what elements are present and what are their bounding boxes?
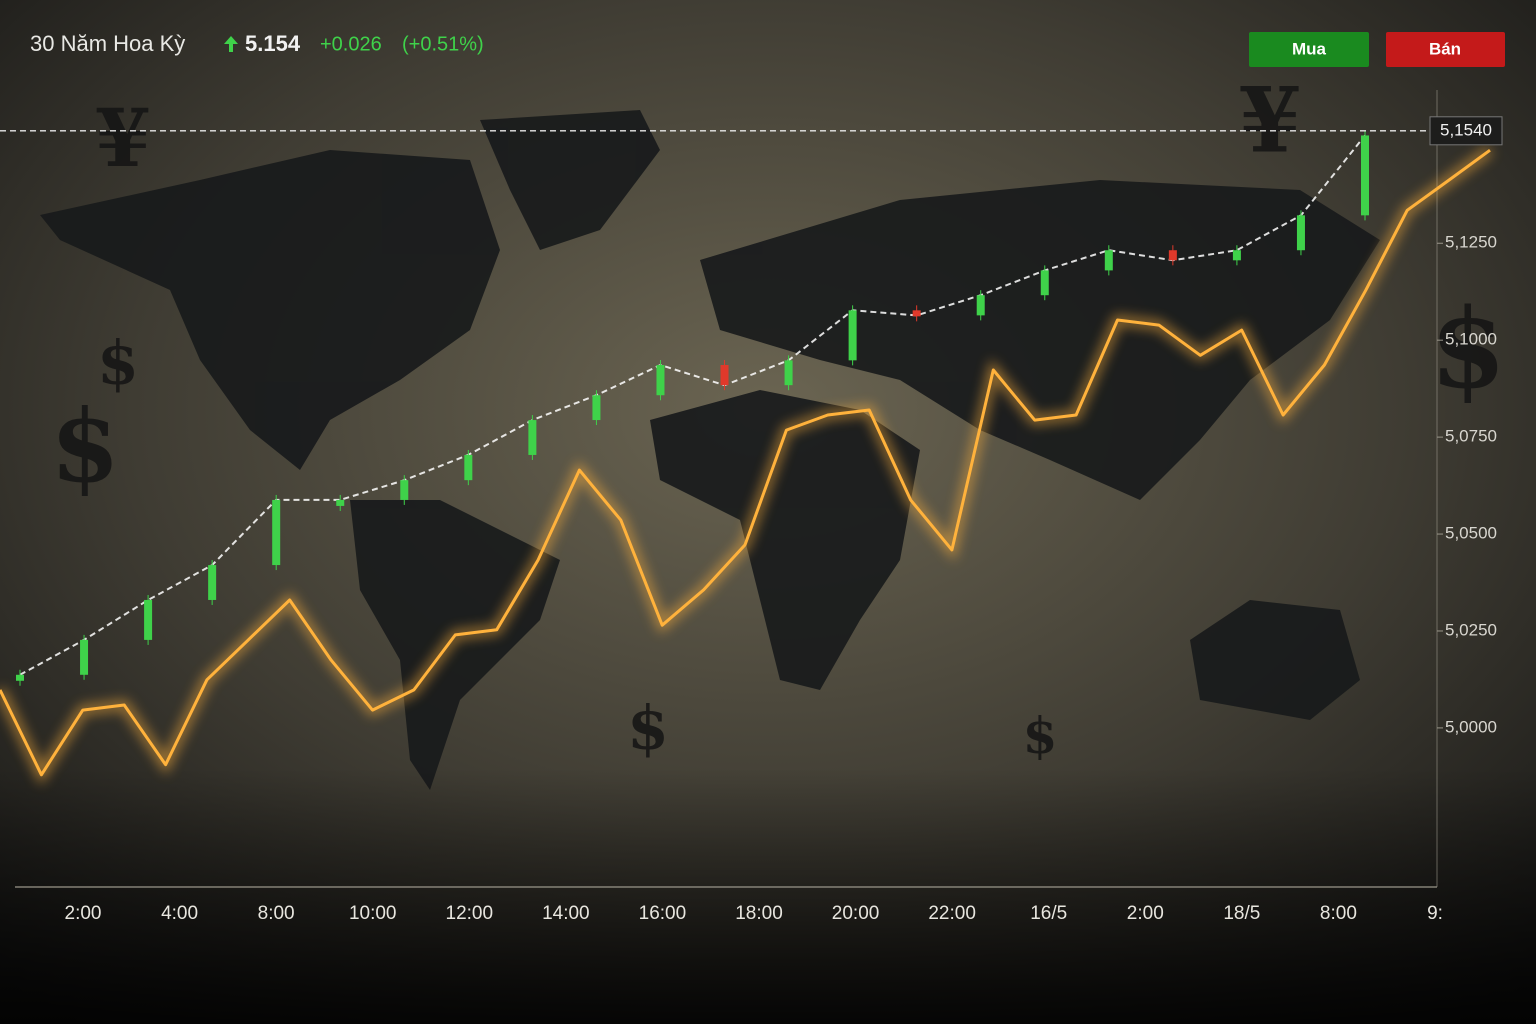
sell-label[interactable]: Bán	[1429, 39, 1461, 58]
candle	[656, 364, 665, 396]
y-tick-label: 5,0750	[1445, 427, 1497, 446]
change-pct: (+0.51%)	[402, 33, 484, 55]
candle	[528, 420, 537, 455]
x-tick-label: 12:00	[446, 903, 494, 924]
y-tick-label: 5,1250	[1445, 233, 1497, 252]
last-price-box	[1429, 116, 1503, 146]
x-tick-label: 20:00	[832, 903, 880, 924]
x-tick-label: 8:00	[1320, 903, 1357, 924]
candle	[1168, 250, 1177, 261]
sell-button[interactable]: Bán	[1386, 32, 1505, 67]
candle	[336, 499, 345, 506]
buy-label[interactable]: Mua	[1292, 39, 1327, 58]
candle	[976, 295, 985, 316]
x-tick-label: 9:	[1427, 903, 1443, 924]
y-tick-label: 5,1000	[1445, 330, 1497, 349]
sell-button-bg[interactable]	[1386, 32, 1505, 67]
x-tick-label: 22:00	[928, 903, 976, 924]
candle	[784, 360, 793, 386]
instrument: 30 Năm Hoa Kỳ	[30, 31, 185, 56]
y-tick-label: 5,0250	[1445, 620, 1497, 639]
last-price-label: 5,1540	[1440, 120, 1492, 139]
candle	[912, 310, 921, 317]
candle	[272, 499, 281, 566]
x-tick-label: 10:00	[349, 903, 397, 924]
buy-button-bg[interactable]	[1249, 32, 1369, 67]
candle	[1232, 250, 1241, 261]
candle	[848, 310, 857, 361]
candle	[1361, 135, 1369, 216]
candle	[1296, 215, 1305, 251]
candle	[720, 364, 729, 386]
price: 5.154	[245, 31, 301, 56]
candle	[16, 674, 24, 681]
y-tick-label: 5,0000	[1445, 717, 1497, 736]
candle	[464, 454, 473, 481]
trend-line	[0, 148, 1491, 777]
price-line	[19, 134, 1366, 676]
up-arrow-icon	[224, 36, 238, 52]
x-tick-label: 16:00	[639, 903, 687, 924]
x-tick-label: 8:00	[258, 903, 295, 924]
x-tick-label: 18:00	[735, 903, 783, 924]
x-tick-label: 18/5	[1223, 903, 1260, 924]
y-tick-label: 5,0500	[1445, 524, 1497, 543]
x-tick-label: 2:00	[1127, 903, 1164, 924]
candle	[144, 599, 153, 640]
candle	[208, 565, 217, 600]
x-tick-label: 14:00	[542, 903, 590, 924]
change: +0.026	[320, 33, 382, 55]
x-tick-label: 4:00	[161, 903, 198, 924]
x-tick-label: 2:00	[65, 903, 102, 924]
candle	[592, 395, 601, 421]
candle	[1040, 270, 1049, 296]
candle	[1104, 250, 1113, 271]
candle	[400, 480, 409, 500]
candle	[80, 639, 89, 675]
buy-button[interactable]: Mua	[1249, 32, 1369, 67]
x-tick-label: 16/5	[1030, 903, 1067, 924]
